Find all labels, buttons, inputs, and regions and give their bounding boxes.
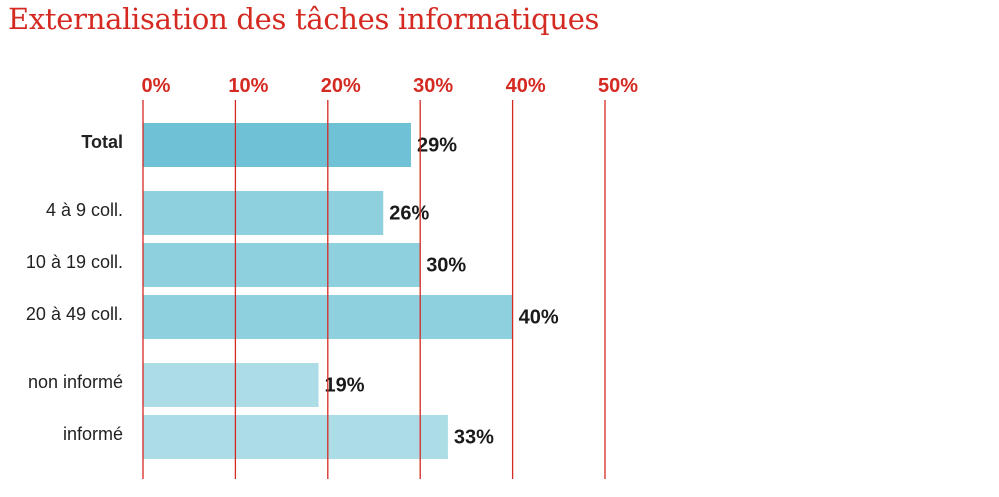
x-tick-label-5: 50% bbox=[598, 75, 638, 97]
bar-5 bbox=[143, 415, 448, 459]
category-label-3: 20 à 49 coll. bbox=[26, 304, 123, 324]
value-label-1: 26% bbox=[389, 202, 429, 224]
value-label-4: 19% bbox=[325, 374, 365, 396]
value-label-3: 40% bbox=[519, 306, 559, 328]
category-label-2: 10 à 19 coll. bbox=[26, 252, 123, 272]
category-label-5: informé bbox=[63, 424, 123, 444]
x-tick-label-0: 0% bbox=[142, 75, 171, 97]
bar-1 bbox=[143, 191, 384, 235]
bar-0 bbox=[143, 123, 411, 167]
value-label-2: 30% bbox=[426, 254, 466, 276]
category-label-4: non informé bbox=[28, 372, 123, 392]
category-label-1: 4 à 9 coll. bbox=[46, 200, 123, 220]
bar-4 bbox=[143, 363, 319, 407]
bar-2 bbox=[143, 243, 421, 287]
chart-title: Externalisation des tâches informatiques bbox=[8, 2, 600, 36]
value-label-0: 29% bbox=[417, 134, 457, 156]
x-tick-label-1: 10% bbox=[228, 75, 268, 97]
x-tick-label-4: 40% bbox=[506, 75, 546, 97]
category-label-0: Total bbox=[81, 132, 123, 152]
value-label-5: 33% bbox=[454, 426, 494, 448]
x-tick-label-2: 20% bbox=[321, 75, 361, 97]
x-tick-label-3: 30% bbox=[413, 75, 453, 97]
